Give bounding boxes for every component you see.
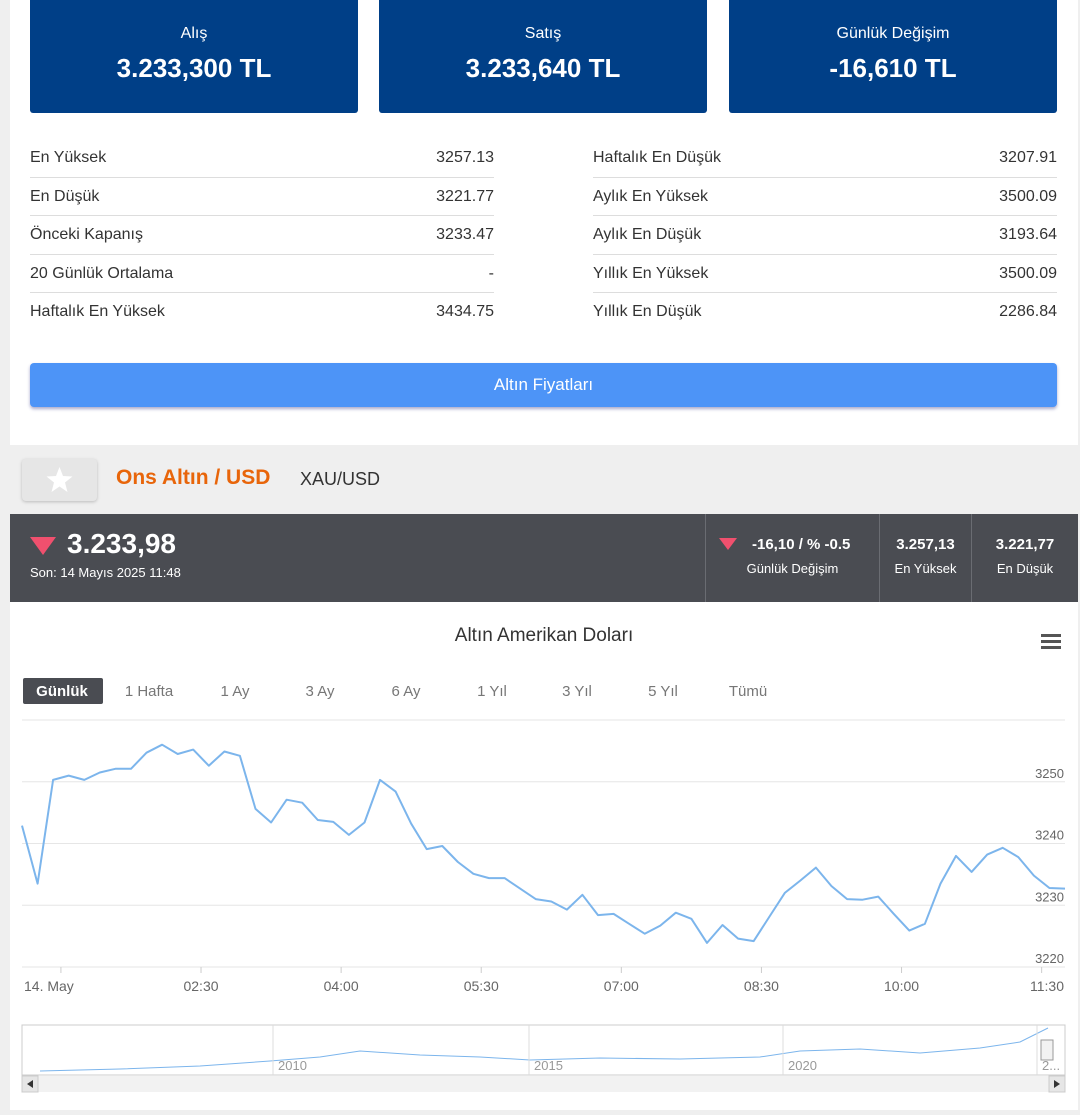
stat-label: En Düşük xyxy=(30,187,100,205)
price-card xyxy=(30,0,358,113)
quote-bar: 3.233,98 Son: 14 Mayıs 2025 11:48 -16,10… xyxy=(10,514,1078,602)
card-label: Günlük Değişim xyxy=(836,25,950,42)
navigator xyxy=(21,1024,1066,1076)
y-tick-label: 3230 xyxy=(1035,889,1064,904)
stat-row xyxy=(593,178,1057,216)
range-button[interactable]: Günlük xyxy=(36,683,88,700)
card-value: 3.233,300 TL xyxy=(116,53,272,83)
stat-value: - xyxy=(488,264,494,282)
range-button[interactable]: 1 Ay xyxy=(221,683,250,700)
arrow xyxy=(1054,1080,1060,1088)
stat-row xyxy=(30,255,494,293)
x-tick-label: 11:30 xyxy=(1030,978,1064,994)
range-button[interactable]: 5 Yıl xyxy=(648,683,678,700)
instrument-name: Ons Altın / USD xyxy=(116,466,271,489)
menu-icon[interactable] xyxy=(1041,634,1061,649)
stat-row xyxy=(30,178,494,216)
favorite-button[interactable] xyxy=(22,459,97,501)
stat-value: 3257.13 xyxy=(436,149,494,166)
stat-value: 3500.09 xyxy=(999,264,1057,282)
card-label: Satış xyxy=(524,25,562,42)
range-button[interactable]: 1 Yıl xyxy=(477,683,507,700)
stat-value: 3434.75 xyxy=(436,303,494,320)
stat-value: 3233.47 xyxy=(436,226,494,243)
stat-row xyxy=(593,255,1057,293)
x-tick-label: 02:30 xyxy=(183,978,218,994)
card-value: 3.233,640 TL xyxy=(465,53,621,83)
stat-label: En Yüksek xyxy=(30,149,107,166)
range-button[interactable]: 3 Ay xyxy=(306,683,335,700)
x-tick-label: 14. May xyxy=(24,978,74,994)
x-tick-label: 05:30 xyxy=(464,978,499,994)
stat-value: 3193.64 xyxy=(999,226,1057,243)
instrument-symbol: XAU/USD xyxy=(300,469,381,489)
stat-label: Önceki Kapanış xyxy=(30,226,143,243)
stat-label: Aylık En Düşük xyxy=(593,226,702,243)
x-tick-label: 04:00 xyxy=(324,978,359,994)
divider xyxy=(879,514,880,602)
x-tick-label: 07:00 xyxy=(604,978,639,994)
card-label: Alış xyxy=(180,25,208,42)
x-tick-label: 10:00 xyxy=(884,978,919,994)
x-tick-label: 08:30 xyxy=(744,978,779,994)
down-arrow xyxy=(30,537,56,555)
price-card xyxy=(379,0,707,113)
range-button[interactable]: 6 Ay xyxy=(392,683,421,700)
stat-label: Haftalık En Yüksek xyxy=(30,303,165,320)
scrollbar xyxy=(22,1076,1065,1092)
stat-value: 2286.84 xyxy=(999,303,1057,320)
stat-value: 3500.09 xyxy=(999,187,1057,205)
range-active xyxy=(23,678,103,704)
down-arrow xyxy=(719,538,737,550)
stat-row xyxy=(593,216,1057,255)
change-label: Günlük Değişim xyxy=(746,561,839,576)
stat-label: Haftalık En Düşük xyxy=(593,149,722,166)
stat-label: Aylık En Yüksek xyxy=(593,187,709,205)
card-value: -16,610 TL xyxy=(829,53,957,83)
y-tick-label: 3250 xyxy=(1035,766,1064,781)
navigator-line xyxy=(39,1027,1049,1072)
low: 3.221,77 xyxy=(995,536,1055,553)
stat-row xyxy=(593,139,1057,178)
divider xyxy=(971,514,972,602)
star-icon xyxy=(46,467,73,492)
high-label: En Yüksek xyxy=(894,561,957,576)
price: 3.233,98 xyxy=(67,528,176,559)
range-button[interactable]: 1 Hafta xyxy=(125,683,174,700)
price-card xyxy=(729,0,1057,113)
chart-title: Altın Amerikan Doları xyxy=(455,625,633,646)
gold-prices-button[interactable]: Altın Fiyatları xyxy=(30,363,1057,407)
arrow xyxy=(27,1080,33,1088)
stat-label: Yıllık En Düşük xyxy=(593,303,702,320)
low-label: En Düşük xyxy=(996,561,1054,576)
stat-label: Yıllık En Yüksek xyxy=(593,264,709,282)
y-tick-label: 3220 xyxy=(1035,951,1064,966)
divider xyxy=(705,514,706,602)
navigator-label: 2020 xyxy=(788,1058,817,1073)
range-button[interactable]: 3 Yıl xyxy=(562,683,592,700)
stat-row xyxy=(30,139,494,178)
navigator-label: 2... xyxy=(1042,1058,1060,1073)
navigator-label: 2010 xyxy=(278,1058,307,1073)
navigator-label: 2015 xyxy=(534,1058,563,1073)
price-line xyxy=(21,743,1066,944)
stat-row xyxy=(30,216,494,255)
stat-label: 20 Günlük Ortalama xyxy=(30,264,174,282)
change: -16,10 / % -0.5 xyxy=(752,536,851,553)
high: 3.257,13 xyxy=(896,536,955,553)
stat-value: 3207.91 xyxy=(999,149,1057,166)
range-button[interactable]: Tümü xyxy=(729,683,767,700)
updated: Son: 14 Mayıs 2025 11:48 xyxy=(30,565,181,580)
stat-value: 3221.77 xyxy=(436,187,494,205)
navigator-handle[interactable] xyxy=(1040,1039,1054,1061)
y-tick-label: 3240 xyxy=(1035,828,1064,843)
